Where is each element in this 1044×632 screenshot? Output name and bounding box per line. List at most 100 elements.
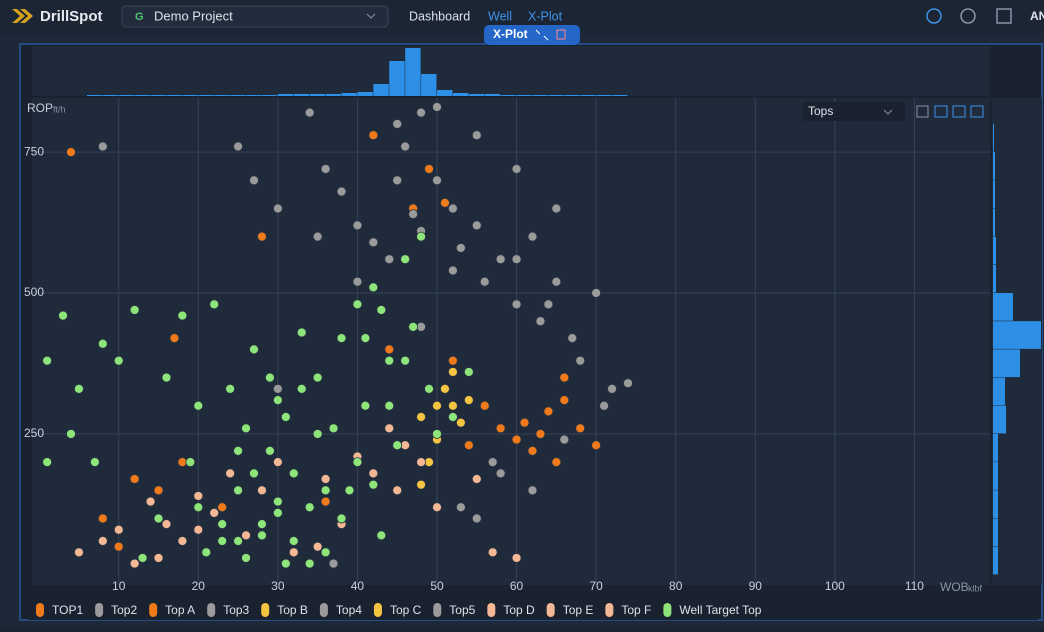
point	[129, 305, 140, 315]
cloud-icon[interactable]	[926, 8, 942, 24]
x-histogram-bar	[500, 95, 517, 96]
y-tick-label: 250	[24, 426, 44, 440]
legend-swatch	[207, 603, 216, 617]
x-histogram-bar	[214, 95, 230, 96]
point	[479, 400, 490, 411]
point	[352, 457, 363, 468]
point	[97, 513, 108, 524]
point	[272, 496, 283, 507]
point	[241, 530, 251, 541]
legend-swatch	[663, 603, 672, 617]
point	[161, 519, 172, 530]
project-select[interactable]	[121, 5, 389, 28]
y-histogram-bar	[993, 377, 1005, 406]
legend-label: Top D	[503, 603, 535, 617]
point	[352, 299, 363, 310]
x-tick-label: 10	[112, 579, 126, 593]
panel-tab-title: X-Plot	[493, 27, 528, 41]
point	[535, 316, 546, 327]
point	[66, 147, 76, 158]
x-histogram-bar	[612, 95, 628, 96]
x-tick-label: 100	[825, 579, 845, 593]
point	[559, 434, 570, 445]
chevron	[883, 109, 893, 115]
x-tick-label: 60	[510, 579, 524, 593]
point	[448, 355, 458, 366]
point	[272, 383, 283, 394]
point	[193, 400, 204, 411]
legend-swatch	[36, 603, 44, 617]
point	[551, 276, 562, 287]
point	[217, 519, 228, 530]
settings-icon[interactable]	[916, 105, 929, 118]
point	[432, 429, 442, 439]
panel-tab[interactable]	[484, 25, 580, 45]
point	[432, 175, 442, 186]
point	[495, 254, 506, 265]
nav-well[interactable]: Well	[488, 9, 512, 23]
point	[368, 282, 379, 293]
point	[74, 547, 84, 558]
x-tick-label: 20	[192, 579, 206, 593]
point	[193, 491, 204, 501]
y-histogram-bar	[993, 208, 995, 237]
point	[471, 130, 482, 141]
y-tick-label: 750	[24, 144, 44, 158]
x-axis-unit: klbf	[968, 583, 983, 593]
point	[448, 367, 458, 377]
point	[217, 502, 228, 513]
legend-label: Top F	[621, 603, 651, 617]
x-histogram-bar	[484, 94, 501, 96]
point	[336, 333, 347, 344]
point	[432, 400, 442, 411]
legend-label: Top C	[390, 603, 422, 617]
x-tick-label: 70	[589, 579, 603, 593]
point	[495, 423, 506, 434]
hist-x-icon[interactable]	[952, 105, 966, 118]
x-histogram-bar	[293, 94, 310, 96]
point	[591, 440, 602, 451]
point	[511, 553, 522, 563]
x-histogram-bar	[452, 93, 469, 96]
point	[360, 333, 371, 344]
point	[272, 507, 283, 518]
point	[368, 237, 379, 248]
x-histogram-bar	[134, 95, 151, 96]
nav-dashboard[interactable]: Dashboard	[409, 9, 470, 23]
point	[487, 547, 498, 558]
user-avatar[interactable]: AN	[1030, 9, 1044, 23]
point	[129, 474, 140, 484]
point	[599, 400, 609, 411]
chat-icon[interactable]	[960, 8, 976, 24]
delete-icon[interactable]	[556, 29, 566, 40]
point	[591, 288, 602, 298]
point	[177, 310, 188, 321]
logo: DrillSpot	[40, 8, 103, 25]
legend-label: Top4	[336, 603, 362, 617]
point	[320, 496, 331, 507]
logo-icon	[12, 9, 33, 23]
legend-icon[interactable]	[934, 105, 948, 118]
collapse-icon[interactable]	[535, 29, 549, 41]
nav-xplot[interactable]: X-Plot	[528, 9, 563, 23]
project-name: Demo Project	[154, 8, 233, 23]
point	[272, 203, 283, 214]
point	[225, 468, 236, 479]
layout-icon[interactable]	[996, 8, 1012, 24]
point	[511, 299, 522, 310]
x-histogram-bar	[86, 95, 103, 96]
point	[408, 321, 419, 332]
hist-y-icon[interactable]	[970, 105, 984, 118]
x-histogram-bar	[516, 95, 532, 96]
point	[511, 164, 522, 174]
tops-select[interactable]	[803, 102, 905, 121]
point	[177, 536, 188, 546]
point	[495, 468, 506, 479]
point	[376, 305, 387, 315]
point	[233, 536, 243, 546]
legend	[28, 598, 1038, 620]
point	[519, 417, 530, 428]
point	[288, 536, 299, 546]
